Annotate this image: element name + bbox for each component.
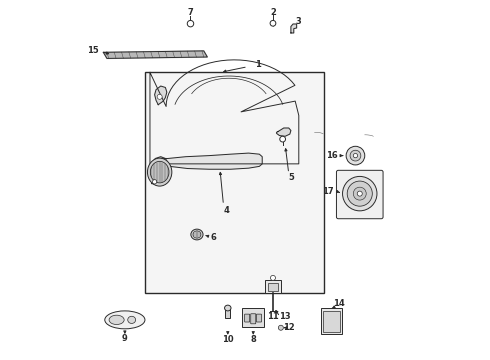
Bar [323, 311, 340, 332]
Ellipse shape [105, 311, 145, 329]
Text: 13: 13 [279, 312, 290, 321]
FancyBboxPatch shape [251, 314, 256, 324]
Text: 7: 7 [188, 8, 194, 17]
Circle shape [152, 180, 157, 184]
Text: 15: 15 [87, 46, 98, 55]
Text: 6: 6 [211, 233, 217, 242]
Ellipse shape [147, 158, 172, 186]
Polygon shape [291, 24, 296, 33]
Circle shape [357, 191, 362, 196]
Text: 3: 3 [296, 17, 302, 26]
Ellipse shape [150, 161, 169, 183]
Circle shape [270, 275, 275, 280]
Circle shape [280, 136, 286, 142]
Bar [145, 72, 324, 293]
Ellipse shape [128, 316, 136, 323]
Text: 16: 16 [326, 151, 338, 160]
Circle shape [278, 325, 283, 330]
Circle shape [350, 150, 361, 161]
FancyBboxPatch shape [256, 314, 262, 322]
Polygon shape [151, 157, 168, 184]
Bar [225, 308, 230, 318]
Circle shape [270, 21, 276, 26]
FancyBboxPatch shape [245, 314, 250, 322]
Bar [268, 283, 278, 291]
Circle shape [157, 94, 162, 99]
Text: 11: 11 [267, 312, 279, 321]
Circle shape [187, 21, 194, 27]
Circle shape [353, 153, 358, 158]
Text: 8: 8 [250, 335, 256, 344]
Text: 12: 12 [283, 323, 294, 332]
Text: 14: 14 [333, 299, 345, 308]
Text: 10: 10 [222, 335, 234, 344]
FancyBboxPatch shape [337, 170, 383, 219]
Bar [321, 309, 342, 334]
Polygon shape [276, 128, 291, 136]
Ellipse shape [191, 229, 203, 240]
Polygon shape [103, 51, 207, 58]
Ellipse shape [193, 231, 201, 238]
Bar [243, 309, 264, 327]
Ellipse shape [224, 305, 231, 311]
Text: 9: 9 [122, 334, 128, 343]
Circle shape [347, 181, 372, 206]
Text: 2: 2 [270, 8, 276, 17]
Text: 4: 4 [223, 206, 229, 215]
Ellipse shape [109, 315, 124, 324]
Polygon shape [161, 153, 262, 169]
Text: 1: 1 [255, 60, 261, 69]
Text: 17: 17 [322, 187, 334, 196]
Circle shape [346, 146, 365, 165]
Text: 5: 5 [288, 173, 294, 182]
Circle shape [353, 187, 366, 200]
Bar [265, 280, 281, 293]
Circle shape [343, 176, 377, 211]
Polygon shape [155, 86, 167, 105]
